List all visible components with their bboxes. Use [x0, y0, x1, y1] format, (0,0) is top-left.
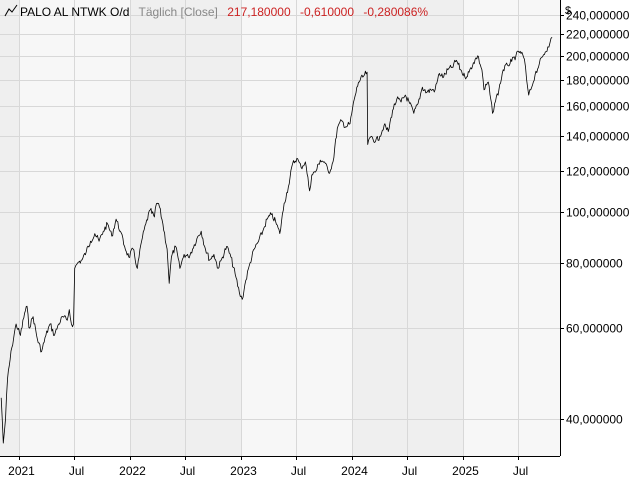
x-tick-label: 2024 — [341, 464, 368, 478]
y-tick-label: 180,000000 — [566, 74, 630, 88]
year-bands — [0, 0, 560, 456]
y-axis-tick-labels: 40,000000 60,000000 80,000000 100,000000 120… — [566, 9, 630, 427]
y-tick-label: 240,000000 — [566, 9, 630, 23]
y-tick-label: 200,000000 — [566, 50, 630, 64]
x-tick-label: 2023 — [230, 464, 257, 478]
year-band — [0, 0, 20, 456]
svg-text:PALO AL NTWK O/d Tägli: PALO AL NTWK O/d Täglich [Close] 217,180… — [20, 5, 428, 19]
change-percent: -0,280086% — [363, 5, 428, 19]
y-tick-label: 120,000000 — [566, 165, 630, 179]
series-layer — [0, 37, 553, 444]
grid-lines — [0, 0, 564, 460]
x-tick-label: Jul — [513, 464, 528, 478]
year-band — [463, 0, 560, 456]
x-tick-label: Jul — [69, 464, 84, 478]
y-tick-label: 140,000000 — [566, 130, 630, 144]
change-absolute: -0,610000 — [300, 5, 354, 19]
interval-label: Täglich [Close] — [139, 5, 218, 19]
y-tick-label: 80,000000 — [566, 257, 623, 271]
y-tick-label: 40,000000 — [566, 413, 623, 427]
instrument-name: PALO AL NTWK O/d — [20, 5, 129, 19]
x-tick-label: 2022 — [119, 464, 146, 478]
price-series-line — [0, 37, 553, 444]
x-tick-label: Jul — [291, 464, 306, 478]
x-tick-label: Jul — [402, 464, 417, 478]
line-chart-icon — [4, 4, 18, 17]
y-tick-label: 60,000000 — [566, 322, 623, 336]
x-axis-tick-labels: 2021 Jul 2022 Jul 2023 Jul 2024 Jul 2025 Jul — [8, 464, 528, 478]
x-tick-label: 2025 — [452, 464, 479, 478]
y-tick-label: 220,000000 — [566, 28, 630, 42]
y-tick-label: 100,000000 — [566, 206, 630, 220]
last-price: 217,180000 — [227, 5, 291, 19]
x-tick-label: 2021 — [8, 464, 35, 478]
y-axis-unit: $ — [565, 5, 571, 17]
y-tick-label: 160,000000 — [566, 100, 630, 114]
chart-header: PALO AL NTWK O/d Täglich [Close] 217,180… — [4, 4, 428, 19]
x-tick-label: Jul — [180, 464, 195, 478]
axes — [0, 0, 561, 457]
